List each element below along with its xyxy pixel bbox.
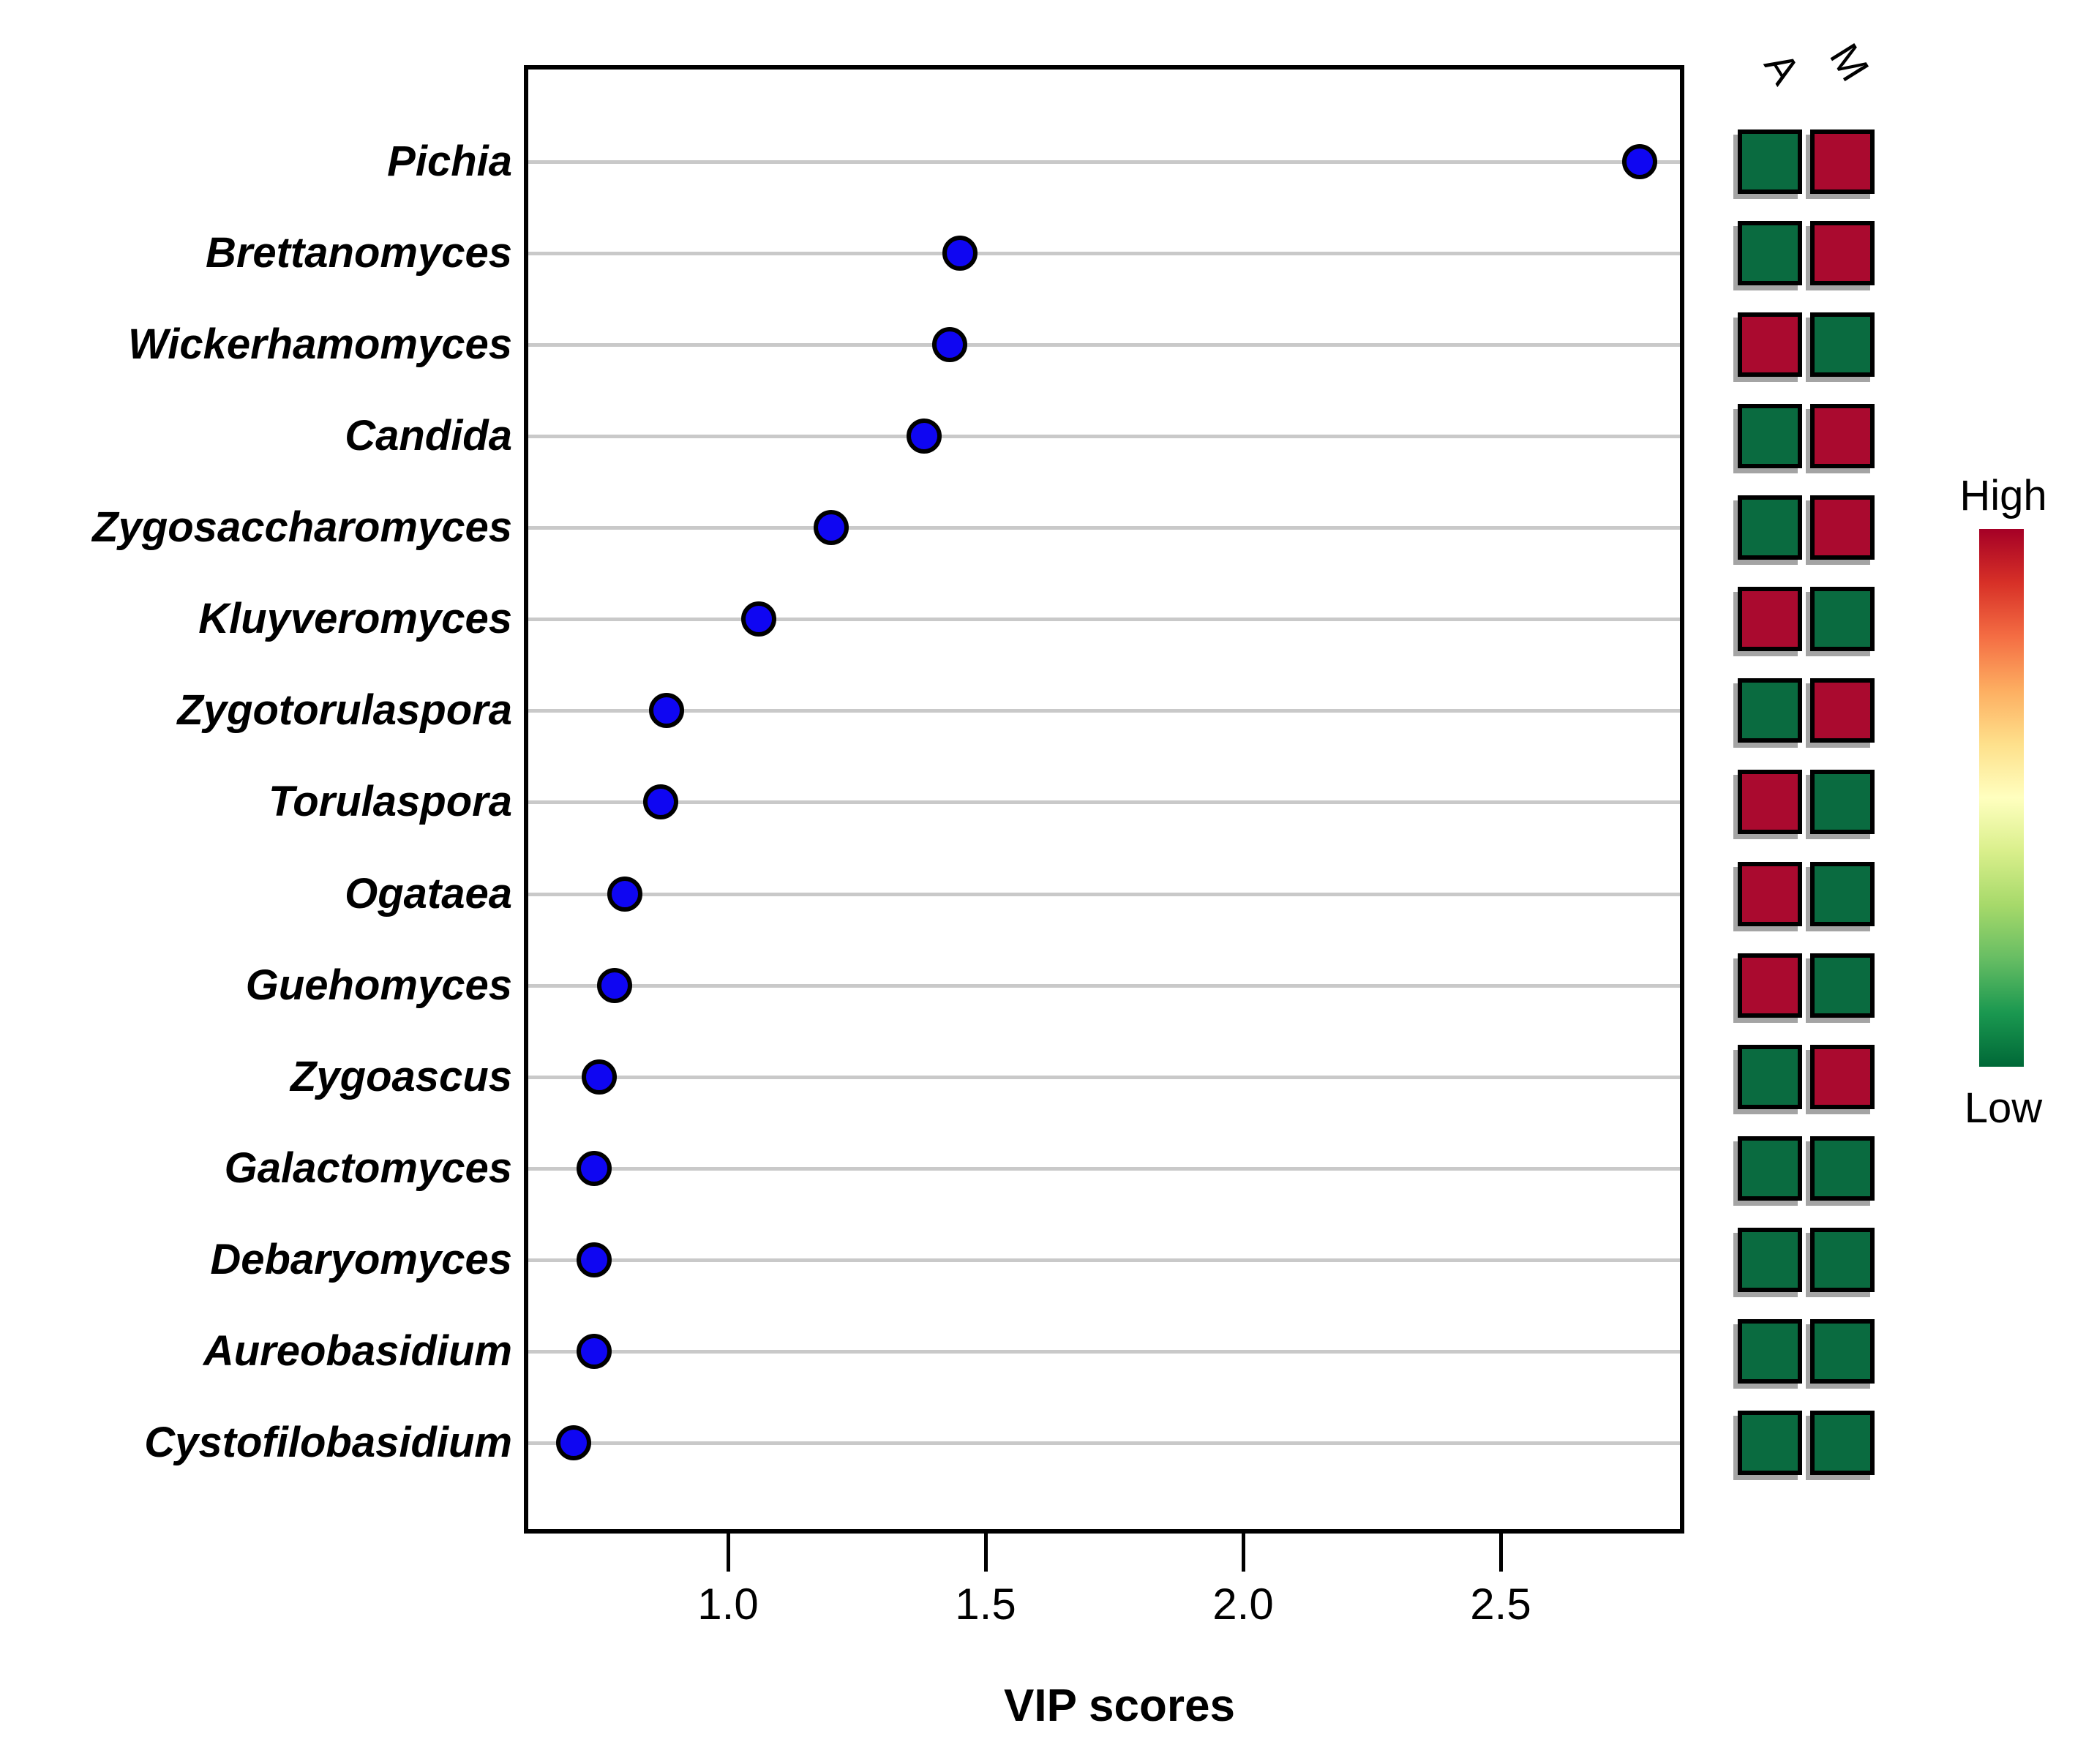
heatmap-cell [1810, 770, 1875, 835]
x-tick-mark [984, 1531, 988, 1572]
x-tick-label: 2.5 [1470, 1580, 1531, 1629]
heatmap-cell [1738, 1044, 1802, 1109]
gridline [528, 892, 1680, 896]
plot-frame [524, 65, 1684, 1534]
heatmap-column-header-m: M [1820, 35, 1879, 89]
vip-dot [931, 327, 967, 363]
vip-dot [741, 601, 777, 637]
y-axis-label: Zygoascus [290, 1052, 512, 1100]
x-tick-mark [727, 1531, 730, 1572]
gridline [528, 800, 1680, 805]
heatmap-cell [1738, 1136, 1802, 1201]
y-axis-label: Cystofilobasidium [144, 1418, 512, 1466]
heatmap-cell [1738, 587, 1802, 652]
legend-high-label: High [1959, 472, 2047, 519]
vip-dot [643, 784, 679, 820]
gridline [528, 526, 1680, 530]
heatmap-cell [1738, 861, 1802, 926]
heatmap-cell [1738, 1227, 1802, 1292]
heatmap-column-header-a: A [1755, 44, 1809, 92]
vip-dot [906, 419, 942, 454]
vip-dot [942, 236, 978, 271]
y-axis-label: Guehomyces [245, 961, 512, 1009]
vip-dot [597, 967, 633, 1003]
gridline [528, 1166, 1680, 1171]
y-axis-label: Zygosaccharomyces [92, 503, 512, 552]
gridline [528, 160, 1680, 164]
y-axis-label: Pichia [387, 138, 512, 185]
y-axis-label: Torulaspora [268, 778, 512, 826]
y-axis-label: Aureobasidium [203, 1326, 512, 1375]
vip-dot [576, 1150, 612, 1186]
vip-dot [813, 510, 849, 546]
vip-dot [576, 1242, 612, 1277]
y-axis-label: Galactomyces [224, 1144, 512, 1192]
x-tick-label: 1.5 [955, 1580, 1016, 1629]
heatmap-cell [1810, 861, 1875, 926]
vip-dot [1622, 144, 1658, 179]
heatmap-cell [1738, 953, 1802, 1018]
y-axis-label: Kluyveromyces [198, 595, 512, 643]
x-axis-title: VIP scores [1004, 1681, 1235, 1731]
gridline [528, 1075, 1680, 1079]
heatmap-cell [1738, 678, 1802, 743]
y-axis-label: Zygotorulaspora [177, 686, 512, 735]
heatmap-cell [1738, 1318, 1802, 1384]
y-axis-label: Brettanomyces [205, 229, 512, 277]
heatmap-cell [1738, 221, 1802, 286]
gridline [528, 252, 1680, 256]
gridline [528, 343, 1680, 348]
vip-dot [555, 1425, 591, 1460]
x-tick-mark [1499, 1531, 1503, 1572]
vip-dot [576, 1333, 612, 1369]
vip-dot [582, 1059, 617, 1095]
y-axis-label: Candida [345, 412, 512, 460]
heatmap-cell [1738, 495, 1802, 560]
gridline [528, 435, 1680, 439]
heatmap-cell [1810, 953, 1875, 1018]
heatmap-cell [1810, 1136, 1875, 1201]
gridline [528, 1258, 1680, 1262]
heatmap-cell [1810, 1410, 1875, 1475]
heatmap-cell [1738, 312, 1802, 378]
x-tick-mark [1242, 1531, 1245, 1572]
heatmap-cell [1810, 130, 1875, 194]
y-axis-label: Wickerhamomyces [128, 320, 512, 369]
heatmap-cell [1810, 587, 1875, 652]
heatmap-cell [1738, 130, 1802, 194]
legend-gradient-bar [1979, 529, 2024, 1067]
vip-dot [648, 693, 684, 729]
gridline [528, 1349, 1680, 1354]
gridline [528, 983, 1680, 988]
heatmap-cell [1738, 1410, 1802, 1475]
y-axis-label: Debaryomyces [210, 1235, 512, 1283]
heatmap-cell [1810, 312, 1875, 378]
heatmap-cell [1810, 1227, 1875, 1292]
gridline [528, 618, 1680, 622]
x-tick-label: 1.0 [697, 1580, 759, 1629]
heatmap-cell [1810, 678, 1875, 743]
gridline [528, 709, 1680, 713]
y-axis-label: Ogataea [345, 869, 512, 917]
heatmap-cell [1810, 221, 1875, 286]
heatmap-cell [1810, 1318, 1875, 1384]
heatmap-cell [1810, 1044, 1875, 1109]
x-tick-label: 2.0 [1212, 1580, 1274, 1629]
heatmap-cell [1810, 404, 1875, 469]
legend-low-label: Low [1964, 1084, 2043, 1132]
heatmap-cell [1738, 770, 1802, 835]
vip-dot [607, 876, 643, 912]
gridline [528, 1441, 1680, 1445]
heatmap-cell [1810, 495, 1875, 560]
heatmap-cell [1738, 404, 1802, 469]
